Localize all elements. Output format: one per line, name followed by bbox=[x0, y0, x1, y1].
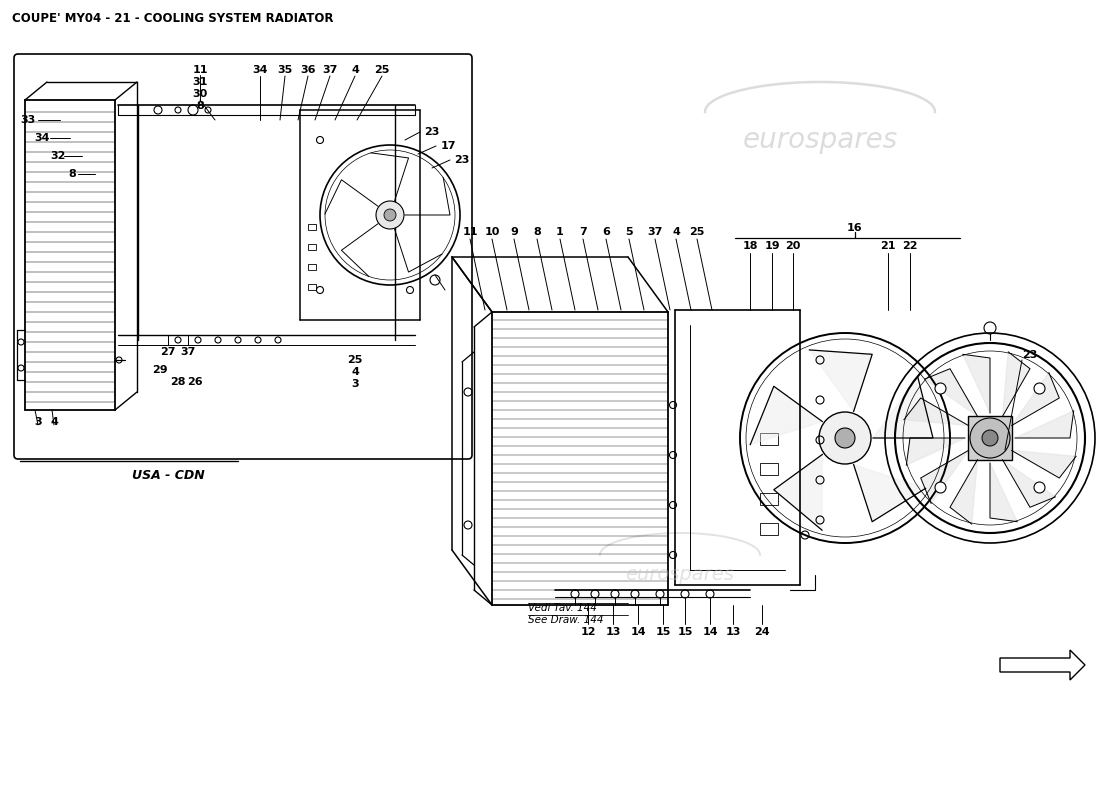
Text: 4: 4 bbox=[351, 65, 359, 75]
Text: 28: 28 bbox=[170, 377, 186, 387]
FancyBboxPatch shape bbox=[14, 54, 472, 459]
Text: 32: 32 bbox=[51, 151, 66, 161]
Polygon shape bbox=[810, 350, 872, 411]
Polygon shape bbox=[1002, 460, 1055, 507]
Text: 23: 23 bbox=[425, 127, 440, 137]
Text: 21: 21 bbox=[880, 241, 895, 251]
Text: 1: 1 bbox=[557, 227, 564, 237]
Text: 4: 4 bbox=[51, 417, 58, 427]
Text: 37: 37 bbox=[180, 347, 196, 357]
Text: 11: 11 bbox=[462, 227, 477, 237]
Text: 29: 29 bbox=[152, 365, 168, 375]
Text: 34: 34 bbox=[34, 133, 50, 143]
Circle shape bbox=[835, 428, 855, 448]
Bar bbox=[760, 463, 778, 475]
Text: 4: 4 bbox=[351, 367, 359, 377]
Circle shape bbox=[820, 412, 871, 464]
Text: 4: 4 bbox=[672, 227, 680, 237]
Text: COUPE' MY04 - 21 - COOLING SYSTEM RADIATOR: COUPE' MY04 - 21 - COOLING SYSTEM RADIAT… bbox=[12, 12, 333, 25]
Text: 8: 8 bbox=[534, 227, 541, 237]
Polygon shape bbox=[962, 354, 990, 413]
Bar bbox=[968, 416, 1012, 460]
Text: 19: 19 bbox=[764, 241, 780, 251]
Bar bbox=[760, 493, 778, 505]
Text: 15: 15 bbox=[656, 627, 671, 637]
Text: 35: 35 bbox=[277, 65, 293, 75]
Text: 12: 12 bbox=[581, 627, 596, 637]
Text: 3: 3 bbox=[351, 379, 359, 389]
Text: 14: 14 bbox=[702, 627, 718, 637]
Text: 22: 22 bbox=[902, 241, 917, 251]
Polygon shape bbox=[854, 465, 925, 522]
Text: 7: 7 bbox=[579, 227, 587, 237]
Text: 10: 10 bbox=[484, 227, 499, 237]
Polygon shape bbox=[906, 438, 965, 465]
Circle shape bbox=[935, 482, 946, 493]
Text: See Draw. 144: See Draw. 144 bbox=[528, 615, 604, 625]
Text: 9: 9 bbox=[510, 227, 518, 237]
Bar bbox=[308, 224, 316, 230]
Polygon shape bbox=[773, 454, 823, 530]
Circle shape bbox=[982, 430, 998, 446]
Text: 26: 26 bbox=[187, 377, 202, 387]
Text: 20: 20 bbox=[785, 241, 801, 251]
Circle shape bbox=[1034, 383, 1045, 394]
Polygon shape bbox=[990, 463, 1018, 522]
Polygon shape bbox=[925, 369, 978, 416]
Text: 27: 27 bbox=[161, 347, 176, 357]
Text: 25: 25 bbox=[690, 227, 705, 237]
Circle shape bbox=[384, 209, 396, 221]
Polygon shape bbox=[1015, 411, 1074, 438]
Text: 3: 3 bbox=[34, 417, 42, 427]
Text: 8: 8 bbox=[196, 101, 204, 111]
Text: 6: 6 bbox=[602, 227, 609, 237]
Circle shape bbox=[970, 418, 1010, 458]
Polygon shape bbox=[873, 377, 933, 438]
Text: 34: 34 bbox=[252, 65, 267, 75]
Polygon shape bbox=[950, 460, 978, 524]
Text: 30: 30 bbox=[192, 89, 208, 99]
Text: 18: 18 bbox=[742, 241, 758, 251]
Polygon shape bbox=[921, 450, 968, 503]
Text: 17: 17 bbox=[440, 141, 455, 151]
Text: 24: 24 bbox=[755, 627, 770, 637]
Polygon shape bbox=[1012, 450, 1076, 478]
Text: 25: 25 bbox=[374, 65, 389, 75]
Bar bbox=[760, 433, 778, 445]
Text: 15: 15 bbox=[678, 627, 693, 637]
Text: 33: 33 bbox=[21, 115, 35, 125]
Text: 13: 13 bbox=[725, 627, 740, 637]
Text: 31: 31 bbox=[192, 77, 208, 87]
Circle shape bbox=[1034, 482, 1045, 493]
Text: 36: 36 bbox=[300, 65, 316, 75]
Text: 23: 23 bbox=[1022, 350, 1037, 360]
Polygon shape bbox=[1002, 352, 1030, 416]
Text: USA - CDN: USA - CDN bbox=[132, 469, 205, 482]
Text: eurospares: eurospares bbox=[626, 566, 735, 585]
Text: 5: 5 bbox=[625, 227, 632, 237]
Text: 23: 23 bbox=[454, 155, 470, 165]
Polygon shape bbox=[1012, 373, 1059, 426]
Polygon shape bbox=[750, 386, 823, 445]
Text: 16: 16 bbox=[847, 223, 862, 233]
Text: 25: 25 bbox=[348, 355, 363, 365]
Text: eurospares: eurospares bbox=[742, 126, 898, 154]
Text: 37: 37 bbox=[647, 227, 662, 237]
Polygon shape bbox=[904, 398, 968, 426]
Polygon shape bbox=[1000, 650, 1085, 680]
Text: 8: 8 bbox=[68, 169, 76, 179]
Bar bbox=[308, 264, 316, 270]
Text: 37: 37 bbox=[322, 65, 338, 75]
Text: Vedi Tav. 144: Vedi Tav. 144 bbox=[528, 603, 597, 613]
Text: 11: 11 bbox=[192, 65, 208, 75]
Bar bbox=[308, 284, 316, 290]
Bar bbox=[308, 245, 316, 250]
Text: 13: 13 bbox=[605, 627, 620, 637]
Text: 14: 14 bbox=[630, 627, 646, 637]
Circle shape bbox=[935, 383, 946, 394]
Circle shape bbox=[376, 201, 404, 229]
Bar bbox=[760, 523, 778, 535]
